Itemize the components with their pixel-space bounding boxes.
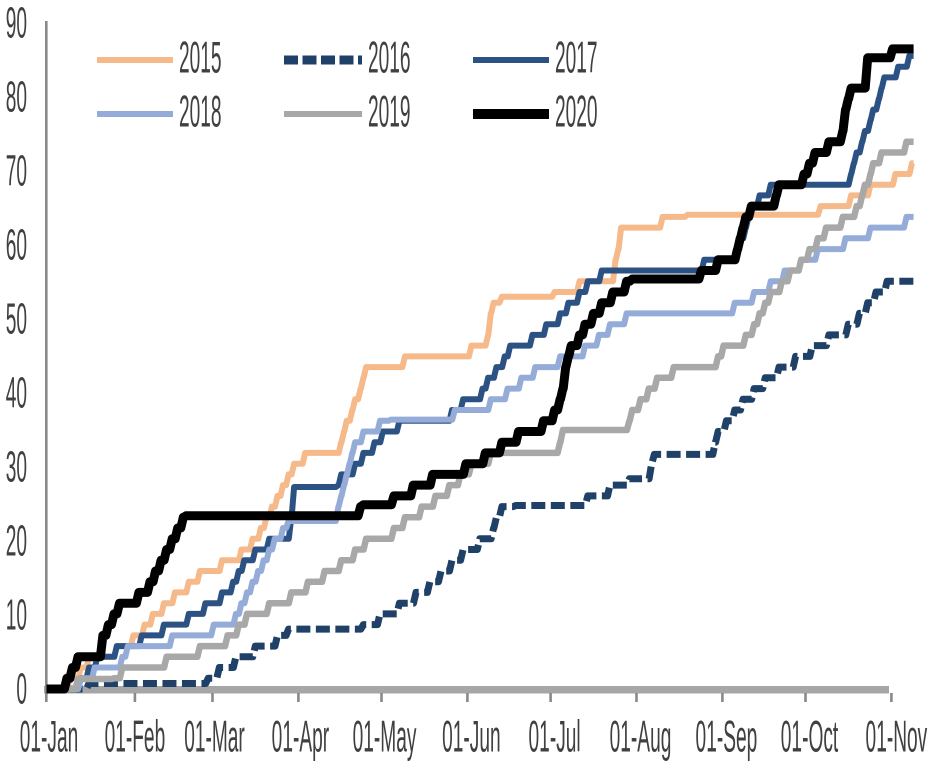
svg-text:40: 40: [6, 370, 27, 418]
svg-text:01-Jan: 01-Jan: [20, 713, 79, 762]
svg-text:01-May: 01-May: [353, 713, 417, 762]
svg-text:90: 90: [6, 0, 27, 48]
svg-text:20: 20: [6, 518, 27, 566]
svg-text:80: 80: [6, 74, 27, 122]
svg-text:01-Mar: 01-Mar: [184, 713, 245, 762]
svg-text:01-Sep: 01-Sep: [696, 713, 758, 762]
svg-text:01-Jun: 01-Jun: [442, 713, 501, 762]
svg-text:2016: 2016: [368, 34, 411, 83]
svg-text:70: 70: [6, 148, 27, 196]
svg-text:01-Nov: 01-Nov: [866, 713, 928, 762]
svg-text:01-Apr: 01-Apr: [272, 713, 329, 762]
svg-text:0: 0: [16, 666, 27, 714]
svg-text:2020: 2020: [555, 88, 598, 137]
svg-text:10: 10: [6, 592, 27, 640]
svg-text:30: 30: [6, 444, 27, 492]
svg-text:01-Jul: 01-Jul: [529, 713, 581, 762]
svg-text:60: 60: [6, 222, 27, 270]
svg-text:01-Aug: 01-Aug: [610, 713, 672, 762]
svg-text:2015: 2015: [179, 34, 222, 83]
svg-text:2019: 2019: [368, 88, 411, 137]
svg-text:2018: 2018: [179, 88, 222, 137]
svg-text:01-Feb: 01-Feb: [105, 713, 166, 762]
svg-text:50: 50: [6, 296, 27, 344]
svg-text:01-Oct: 01-Oct: [781, 713, 839, 762]
svg-text:2017: 2017: [555, 34, 598, 83]
